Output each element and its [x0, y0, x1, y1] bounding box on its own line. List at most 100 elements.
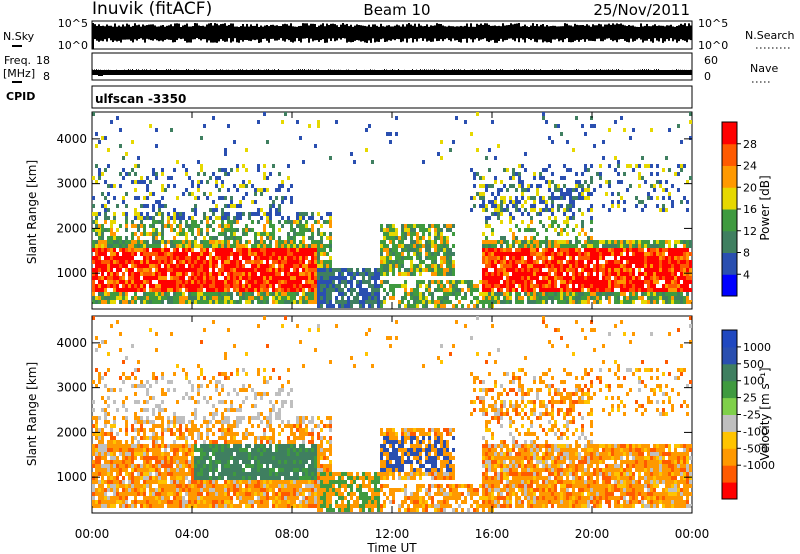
heatmap-cell [620, 116, 623, 120]
heatmap-cell [242, 264, 245, 268]
heatmap-cell [323, 276, 326, 280]
heatmap-cell [143, 256, 146, 260]
heatmap-cell [92, 496, 95, 500]
heatmap-cell [224, 248, 227, 252]
heatmap-cell [194, 424, 197, 428]
heatmap-cell [137, 448, 140, 452]
heatmap-cell [227, 480, 230, 484]
heatmap-cell [596, 300, 599, 304]
heatmap-cell [212, 248, 215, 252]
heatmap-cell [650, 292, 653, 296]
heatmap-cell [659, 272, 662, 276]
heatmap-cell [419, 236, 422, 240]
heatmap-cell [209, 468, 212, 472]
heatmap-cell [161, 376, 164, 380]
heatmap-cell [464, 280, 467, 284]
nsearch-label: N.Search [745, 29, 795, 42]
heatmap-cell [566, 280, 569, 284]
heatmap-cell [272, 264, 275, 268]
heatmap-cell [548, 284, 551, 288]
heatmap-cell [296, 300, 299, 304]
heatmap-cell [161, 476, 164, 480]
heatmap-cell [620, 248, 623, 252]
heatmap-cell [572, 212, 575, 216]
heatmap-cell [95, 276, 98, 280]
heatmap-cell [236, 492, 239, 496]
heatmap-cell [131, 480, 134, 484]
heatmap-cell [248, 256, 251, 260]
heatmap-cell [533, 276, 536, 280]
heatmap-cell [278, 240, 281, 244]
heatmap-cell [239, 272, 242, 276]
heatmap-cell [629, 296, 632, 300]
heatmap-cell [134, 188, 137, 192]
heatmap-cell [281, 180, 284, 184]
heatmap-cell [230, 232, 233, 236]
heatmap-cell [170, 480, 173, 484]
heatmap-cell [311, 276, 314, 280]
heatmap-cell [215, 252, 218, 256]
heatmap-cell [203, 480, 206, 484]
heatmap-cell [179, 424, 182, 428]
heatmap-cell [506, 168, 509, 172]
heatmap-cell [134, 272, 137, 276]
heatmap-cell [236, 264, 239, 268]
heatmap-cell [521, 204, 524, 208]
heatmap-cell [500, 260, 503, 264]
heatmap-cell [341, 300, 344, 304]
heatmap-cell [140, 408, 143, 412]
heatmap-cell [254, 464, 257, 468]
heatmap-cell [521, 164, 524, 168]
heatmap-cell [146, 232, 149, 236]
heatmap-cell [215, 388, 218, 392]
heatmap-cell [206, 220, 209, 224]
heatmap-cell [272, 232, 275, 236]
heatmap-cell [353, 296, 356, 300]
heatmap-cell [614, 156, 617, 160]
heatmap-cell [482, 260, 485, 264]
heatmap-cell [125, 224, 128, 228]
heatmap-cell [152, 260, 155, 264]
heatmap-cell [212, 464, 215, 468]
heatmap-cell [527, 300, 530, 304]
heatmap-cell [185, 476, 188, 480]
heatmap-cell [494, 276, 497, 280]
colorbar-tick-label: 8 [743, 247, 750, 260]
heatmap-cell [434, 232, 437, 236]
heatmap-cell [143, 196, 146, 200]
heatmap-cell [455, 288, 458, 292]
heatmap-cell [485, 256, 488, 260]
heatmap-cell [509, 280, 512, 284]
beam-title: Beam 10 [363, 1, 430, 19]
heatmap-cell [485, 260, 488, 264]
heatmap-cell [116, 468, 119, 472]
heatmap-cell [602, 284, 605, 288]
heatmap-cell [602, 156, 605, 160]
heatmap-cell [584, 168, 587, 172]
heatmap-cell [653, 280, 656, 284]
heatmap-cell [197, 276, 200, 280]
heatmap-cell [362, 292, 365, 296]
heatmap-cell [206, 436, 209, 440]
heatmap-cell [176, 496, 179, 500]
heatmap-cell [230, 428, 233, 432]
nsky-tick-bottom: 10^0 [58, 39, 88, 52]
heatmap-cell [605, 244, 608, 248]
heatmap-cell [275, 212, 278, 216]
heatmap-cell [95, 232, 98, 236]
heatmap-cell [158, 272, 161, 276]
heatmap-cell [110, 224, 113, 228]
heatmap-cell [116, 456, 119, 460]
heatmap-cell [368, 268, 371, 272]
heatmap-cell [443, 268, 446, 272]
heatmap-cell [170, 332, 173, 336]
heatmap-cell [536, 268, 539, 272]
heatmap-cell [173, 480, 176, 484]
heatmap-cell [167, 260, 170, 264]
heatmap-cell [200, 448, 203, 452]
heatmap-cell [137, 272, 140, 276]
heatmap-cell [629, 136, 632, 140]
heatmap-cell [491, 192, 494, 196]
heatmap-cell [650, 172, 653, 176]
heatmap-cell [263, 276, 266, 280]
